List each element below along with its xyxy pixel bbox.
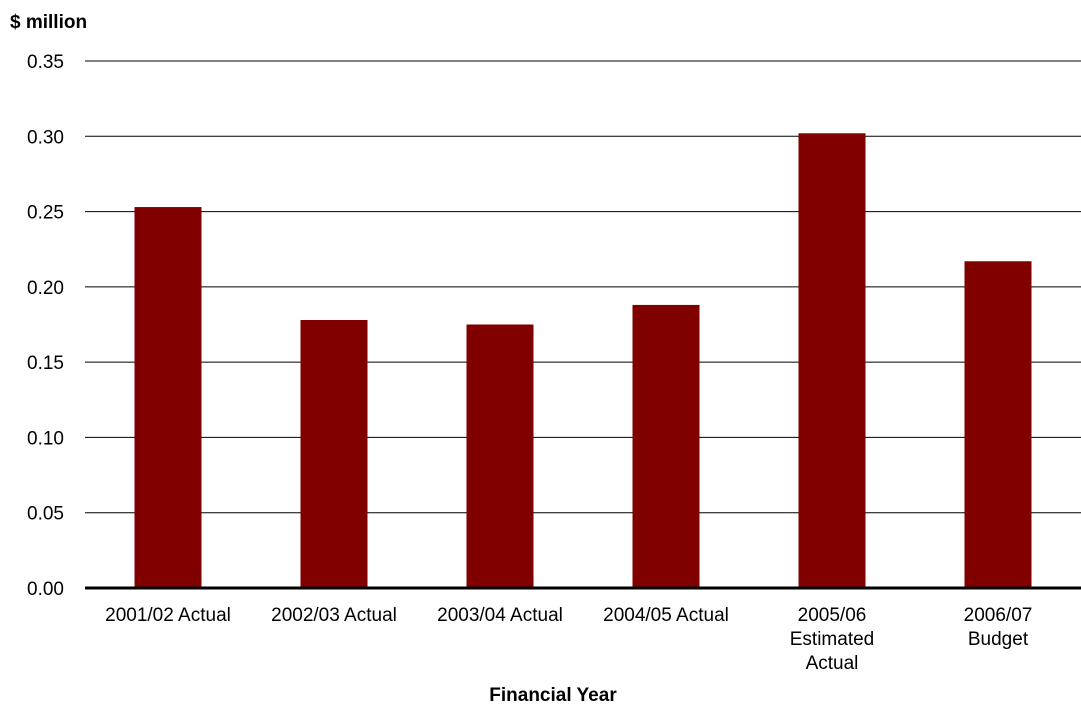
- y-tick-label: 0.25: [27, 203, 64, 224]
- x-tick-label: 2003/04 Actual: [437, 605, 563, 626]
- bar: [135, 207, 202, 588]
- x-tick-label: 2001/02 Actual: [105, 605, 231, 626]
- y-axis-title: $ million: [10, 12, 87, 33]
- x-tick-label: 2004/05 Actual: [603, 605, 729, 626]
- x-axis-title: Financial Year: [489, 685, 617, 704]
- bar: [301, 320, 368, 588]
- x-tick-label: 2006/07 Budget: [964, 605, 1033, 650]
- y-tick-label: 0.20: [27, 278, 64, 299]
- bars: [135, 133, 1032, 588]
- x-axis-labels: 2001/02 Actual 2002/03 Actual 2003/04 Actu…: [105, 605, 1032, 674]
- x-tick-label: 2005/06 Estimated Actual: [790, 605, 874, 674]
- gridlines: [85, 61, 1081, 513]
- bar: [965, 261, 1032, 588]
- y-tick-label: 0.10: [27, 428, 64, 449]
- bar: [633, 305, 700, 588]
- y-tick-label: 0.35: [27, 52, 64, 73]
- y-tick-label: 0.05: [27, 504, 64, 525]
- y-tick-label: 0.00: [27, 579, 64, 600]
- bar: [467, 325, 534, 589]
- y-tick-label: 0.30: [27, 127, 64, 148]
- bar: [799, 133, 866, 588]
- y-tick-label: 0.15: [27, 353, 64, 374]
- x-tick-label: 2002/03 Actual: [271, 605, 397, 626]
- y-axis-ticks: 0.00 0.05 0.10 0.15 0.20 0.25 0.30 0.35: [27, 52, 64, 600]
